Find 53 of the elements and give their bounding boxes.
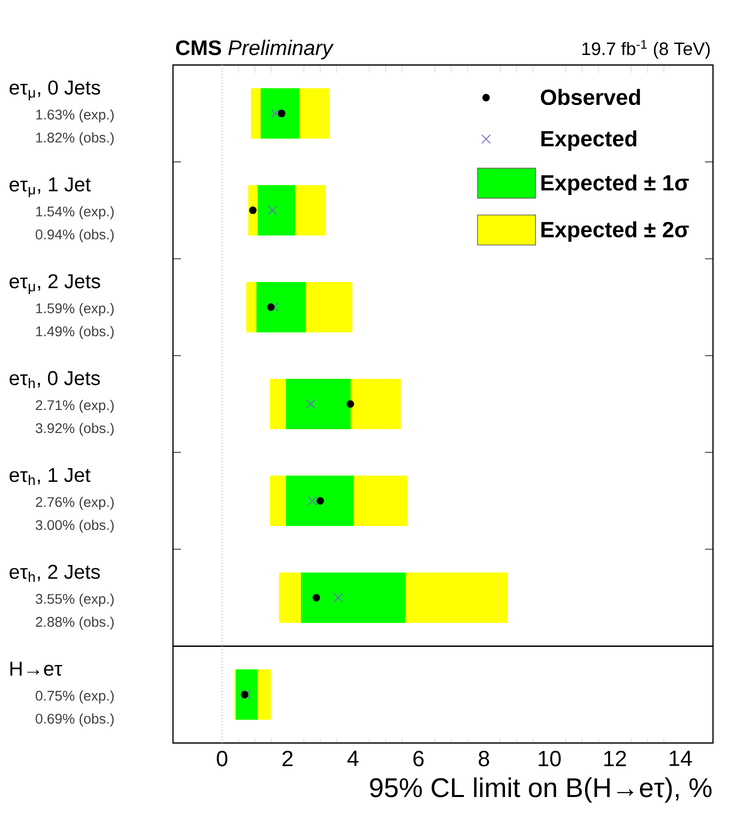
point: [346, 400, 354, 408]
point: [312, 594, 320, 602]
x-tick-label: 2: [282, 750, 293, 766]
legend-label: Expected ± 2σ: [541, 221, 689, 242]
text: 1.59% (exp.): [36, 303, 114, 316]
y-tick-label: eτ$_{h}$, 0 Jets: [10, 371, 100, 388]
y-tick-label: eτ$_{μ}$, 2 Jets: [10, 274, 100, 294]
text: 0.69% (obs.): [36, 713, 114, 726]
x-tick-label: 8: [478, 750, 490, 766]
point: [278, 110, 286, 118]
bar: [286, 378, 351, 430]
point: [270, 108, 280, 118]
text: 2.88% (obs.): [36, 616, 114, 630]
text: 2.76% (exp.): [36, 496, 114, 510]
x-tick-label: 6: [413, 750, 424, 766]
point: [334, 593, 343, 602]
y-tick-label: H→eτ: [10, 662, 62, 676]
bar: [256, 282, 306, 332]
text: 0.94% (obs.): [36, 229, 114, 242]
y-tick-label: eτ$_{μ}$, 1 Jet: [10, 178, 91, 198]
x-tick-label: 4: [347, 750, 358, 766]
point: [308, 496, 318, 506]
text: 1.49% (obs.): [36, 326, 114, 340]
y-tick-label: eτ$_{h}$, 1 Jet: [10, 468, 90, 485]
point: [267, 303, 275, 311]
text: 2.71% (exp.): [36, 400, 114, 413]
text: 3.00% (obs.): [36, 520, 114, 533]
point: [249, 206, 257, 214]
y-tick-label: eτ$_{h}$, 2 Jets: [10, 564, 100, 582]
y-tick-label: eτ$_{μ}$, 0 Jets: [10, 80, 100, 100]
point: [268, 206, 278, 215]
x-tick-label: 14: [670, 750, 692, 766]
bar: [286, 476, 354, 526]
text: 1.63% (exp.): [36, 109, 114, 122]
bar: [260, 88, 300, 139]
legend-label: Expected: [541, 130, 636, 151]
point: [306, 399, 316, 409]
x-tick-label: 0: [216, 750, 228, 766]
x-tick-label: 10: [538, 750, 561, 766]
text: 3.55% (exp.): [36, 594, 114, 607]
text: 0.75% (exp.): [36, 690, 114, 704]
text: 3.92% (obs.): [36, 422, 114, 436]
legend-label: Expected ± 1σ: [541, 174, 689, 195]
text: 1.54% (exp.): [36, 206, 114, 220]
bar: [258, 185, 296, 236]
chart-title: CMS Preliminary: [176, 40, 334, 60]
point: [316, 497, 324, 505]
text: 1.82% (obs.): [36, 132, 114, 146]
x-axis-title: 95% CL limit on B(H→eτ), %: [370, 777, 712, 803]
chart-subtitle: 19.7 fb$^{-1}$ (8 TeV): [582, 40, 710, 59]
legend-label: Observed: [540, 88, 640, 106]
bar: [300, 572, 406, 623]
x-tick-label: 12: [604, 750, 626, 766]
